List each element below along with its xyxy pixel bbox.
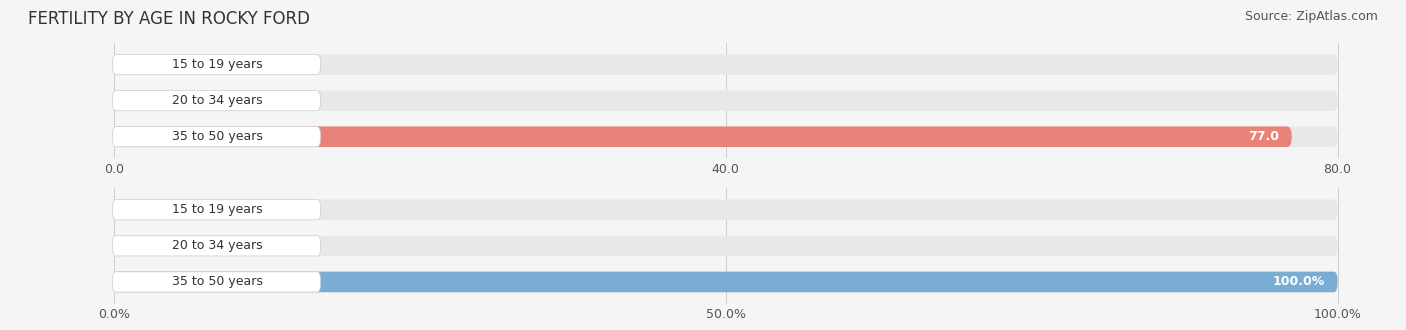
- Text: 77.0: 77.0: [1249, 130, 1279, 143]
- Text: 0.0: 0.0: [134, 58, 153, 71]
- FancyBboxPatch shape: [114, 272, 1337, 292]
- FancyBboxPatch shape: [114, 90, 1337, 111]
- FancyBboxPatch shape: [112, 90, 321, 111]
- Text: 15 to 19 years: 15 to 19 years: [173, 58, 263, 71]
- FancyBboxPatch shape: [112, 200, 321, 220]
- Text: 20 to 34 years: 20 to 34 years: [173, 239, 263, 252]
- FancyBboxPatch shape: [112, 236, 321, 256]
- FancyBboxPatch shape: [114, 199, 1337, 220]
- Text: 0.0%: 0.0%: [132, 239, 165, 252]
- FancyBboxPatch shape: [114, 126, 1292, 147]
- FancyBboxPatch shape: [112, 272, 321, 292]
- Text: 15 to 19 years: 15 to 19 years: [173, 203, 263, 216]
- FancyBboxPatch shape: [112, 127, 321, 147]
- Text: 100.0%: 100.0%: [1272, 276, 1326, 288]
- FancyBboxPatch shape: [112, 54, 321, 75]
- Text: 0.0%: 0.0%: [132, 203, 165, 216]
- FancyBboxPatch shape: [114, 236, 1337, 256]
- Text: Source: ZipAtlas.com: Source: ZipAtlas.com: [1244, 10, 1378, 23]
- Text: FERTILITY BY AGE IN ROCKY FORD: FERTILITY BY AGE IN ROCKY FORD: [28, 10, 311, 28]
- FancyBboxPatch shape: [114, 126, 1337, 147]
- FancyBboxPatch shape: [114, 54, 1337, 75]
- Text: 20 to 34 years: 20 to 34 years: [173, 94, 263, 107]
- Text: 0.0: 0.0: [134, 94, 153, 107]
- Text: 35 to 50 years: 35 to 50 years: [173, 276, 263, 288]
- FancyBboxPatch shape: [114, 272, 1337, 292]
- Text: 35 to 50 years: 35 to 50 years: [173, 130, 263, 143]
